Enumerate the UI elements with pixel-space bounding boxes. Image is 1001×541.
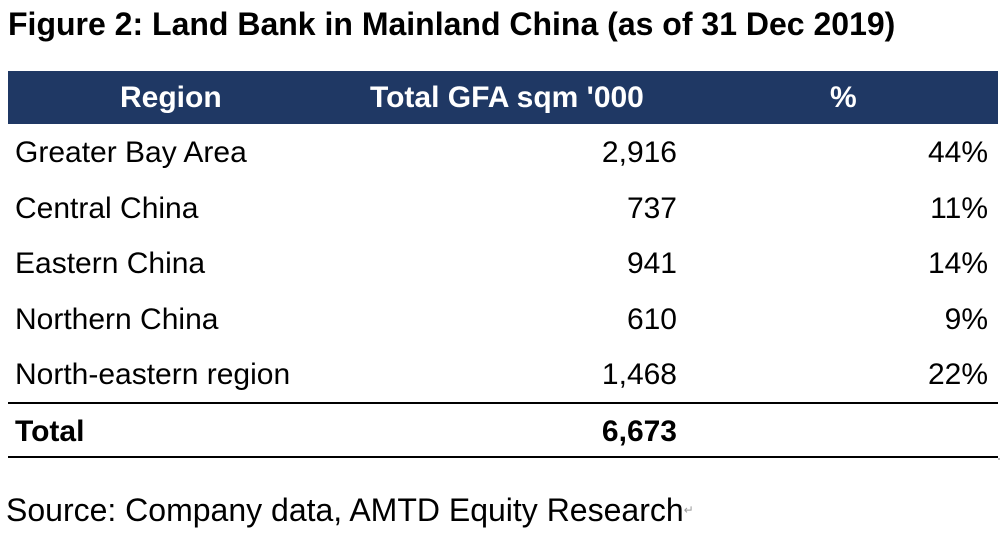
total-gfa: 6,673	[601, 414, 677, 448]
cell-percent: 9%	[944, 302, 988, 336]
cell-gfa: 2,916	[601, 136, 677, 169]
paragraph-mark-icon: ↵	[683, 503, 694, 517]
cell-region: Central China	[15, 191, 199, 225]
cell-percent: 22%	[927, 358, 988, 391]
source-note: Source: Company data, AMTD Equity Resear…	[6, 490, 694, 530]
cell-region: Eastern China	[15, 247, 206, 280]
header-total-gfa: Total GFA sqm '000	[370, 81, 644, 114]
table-header: Region Total GFA sqm '000 %	[8, 71, 998, 124]
cell-gfa: 737	[626, 191, 677, 225]
cell-percent: 11%	[930, 191, 988, 225]
cell-gfa: 941	[626, 247, 677, 280]
total-row: Total 6,673	[8, 401, 998, 458]
cell-percent: 14%	[927, 247, 988, 280]
cell-region: North-eastern region	[15, 358, 291, 391]
figure-title: Figure 2: Land Bank in Mainland China (a…	[8, 6, 896, 42]
table-row: North-eastern region 1,468 22%	[8, 346, 998, 402]
table-row: Northern China 610 9%	[8, 291, 998, 347]
table-row: Greater Bay Area 2,916 44%	[8, 124, 998, 180]
cell-region: Northern China	[15, 302, 219, 336]
cell-gfa: 1,468	[601, 358, 677, 391]
table-row: Central China 737 11%	[8, 180, 998, 236]
total-label: Total	[15, 414, 85, 448]
cell-gfa: 610	[626, 302, 677, 336]
cell-region: Greater Bay Area	[15, 136, 247, 169]
table-row: Eastern China 941 14%	[8, 235, 998, 291]
header-region: Region	[120, 81, 222, 114]
land-bank-table: Region Total GFA sqm '000 % Greater Bay …	[8, 71, 998, 458]
corner-marker	[998, 458, 1000, 460]
header-percent: %	[830, 81, 857, 114]
source-text: Source: Company data, AMTD Equity Resear…	[6, 492, 684, 528]
cell-percent: 44%	[927, 136, 988, 169]
